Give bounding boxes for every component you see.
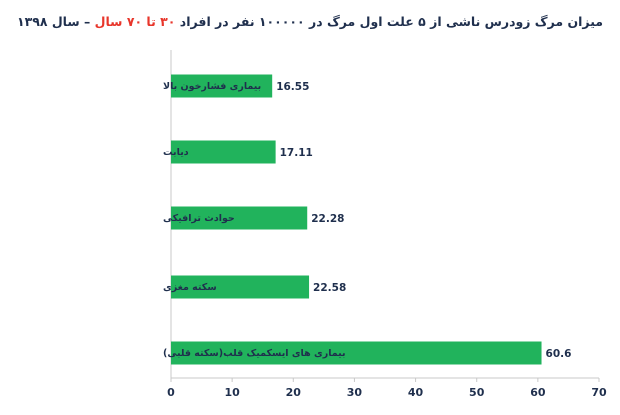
bar-value-label: 22.58 bbox=[313, 282, 346, 294]
bar bbox=[171, 206, 308, 230]
category-label: حوادث ترافیکی bbox=[163, 213, 235, 224]
bar bbox=[171, 74, 273, 98]
bar-value-label: 60.6 bbox=[546, 348, 572, 360]
bar-value-label: 16.55 bbox=[276, 81, 309, 93]
x-tick-label: 40 bbox=[408, 386, 424, 399]
x-tick-label: 10 bbox=[224, 386, 240, 399]
x-tick-label: 20 bbox=[286, 386, 302, 399]
chart-title-part1: میزان مرگ زودرس ناشی از ۵ علت اول مرگ در… bbox=[175, 14, 604, 29]
category-label: بیماری های ایسکمیک قلب(سکته قلبی) bbox=[163, 348, 346, 359]
bar bbox=[171, 341, 542, 365]
bar-value-label: 22.28 bbox=[311, 213, 344, 225]
chart-title-highlight: ۳۰ تا ۷۰ سال bbox=[94, 14, 176, 29]
chart-title-part2: – سال ۱۳۹۸ bbox=[16, 14, 95, 29]
x-tick-label: 30 bbox=[347, 386, 363, 399]
x-tick-label: 0 bbox=[167, 386, 175, 399]
bar bbox=[171, 140, 276, 164]
x-tick-label: 50 bbox=[469, 386, 485, 399]
category-label: بیماری فشارخون بالا bbox=[163, 81, 261, 92]
bar bbox=[171, 275, 310, 299]
category-label: دیابت bbox=[163, 147, 189, 158]
chart-title: میزان مرگ زودرس ناشی از ۵ علت اول مرگ در… bbox=[0, 14, 620, 29]
x-tick-label: 60 bbox=[530, 386, 546, 399]
bar-value-label: 17.11 bbox=[280, 147, 313, 159]
x-tick-label: 70 bbox=[591, 386, 607, 399]
category-label: سکته مغزی bbox=[163, 282, 217, 293]
